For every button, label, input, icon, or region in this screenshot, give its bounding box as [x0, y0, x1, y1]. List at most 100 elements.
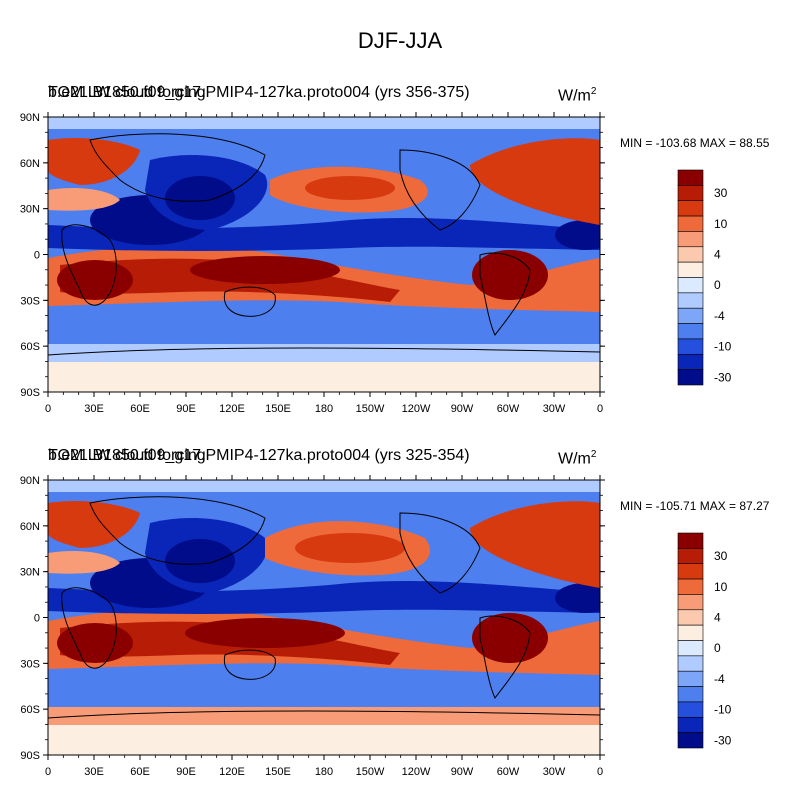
- southern-blue-band: [48, 681, 600, 707]
- colorbar-label: 10: [714, 580, 728, 594]
- colorbar-box: [677, 532, 704, 549]
- map-svg: 90N 60N 30N 0 30S 60S 90S 0 30E 60E 90E 120E 150E 180…: [20, 112, 732, 415]
- colorbar-label: 4: [714, 610, 721, 624]
- colorbar-label: 30: [714, 186, 728, 200]
- antarctic-pale-band: [48, 721, 600, 755]
- lat-label: 90S: [20, 750, 40, 762]
- colorbar-label: -4: [714, 309, 725, 323]
- sahara-light-red: [48, 188, 120, 211]
- colorbar-label: 0: [714, 278, 721, 292]
- panel-title-variable: TOM LW cloud forcing: [48, 447, 206, 464]
- colorbar-box: [677, 215, 704, 232]
- lon-label: 180: [315, 766, 333, 778]
- lat-label: 60N: [20, 521, 40, 533]
- coastlines: [48, 133, 600, 356]
- lon-label: 90E: [176, 403, 196, 415]
- lat-label: 30S: [20, 658, 40, 670]
- lat-label: 0: [34, 613, 40, 625]
- coast-africa: [61, 224, 117, 306]
- colorbar-label: 4: [714, 247, 721, 261]
- colorbar-box: [677, 548, 704, 565]
- colorbar-box: [677, 594, 704, 611]
- coast-antarctica: [48, 710, 600, 719]
- lon-label: 120E: [219, 403, 245, 415]
- colorbar-box: [677, 200, 704, 217]
- colorbar-box: [677, 716, 704, 733]
- colorbar-box: [677, 185, 704, 202]
- lon-label: 60W: [497, 766, 520, 778]
- lat-label: 30S: [20, 295, 40, 307]
- lon-label: 120W: [402, 766, 431, 778]
- atlantic-min: [555, 583, 600, 613]
- lon-label: 150W: [356, 766, 385, 778]
- colorbar-box: [677, 246, 704, 263]
- panel-title-case: b.e21.B1850.f09_g17.PMIP4-127ka.proto004…: [48, 447, 470, 464]
- lon-label: 0: [45, 403, 51, 415]
- coast-south-america: [479, 252, 531, 336]
- map-panel-bottom: TOM LW cloud forcing b.e21.B1850.f09_g17…: [0, 443, 800, 808]
- antarctic-pale-band: [48, 358, 600, 392]
- colorbar: 30 10 4 0 -4 -10 -30: [677, 532, 732, 749]
- lat-label: 0: [34, 250, 40, 262]
- colorbar-label: 0: [714, 641, 721, 655]
- colorbar-label: -4: [714, 672, 725, 686]
- maritime-continent-max: [190, 256, 340, 284]
- sahara-light-red: [48, 551, 120, 574]
- units-label: W/m2: [558, 449, 596, 468]
- southern-light-band: [48, 342, 600, 362]
- lon-label: 60E: [130, 403, 150, 415]
- units-superscript: 2: [590, 86, 597, 97]
- axis-labels: 90N 60N 30N 0 30S 60S 90S 0 30E 60E 90E 120E 150E 180…: [20, 112, 603, 415]
- colorbar-box: [677, 292, 704, 309]
- arctic-light-band: [48, 480, 600, 492]
- coast-antarctica: [48, 347, 600, 356]
- lon-label: 150W: [356, 403, 385, 415]
- axis-labels: 90N 60N 30N 0 30S 60S 90S 0 30E 60E 90E 120E 150E 180…: [20, 475, 603, 778]
- lon-label: 0: [45, 766, 51, 778]
- lon-label: 30W: [543, 766, 566, 778]
- lat-label: 30N: [20, 567, 40, 579]
- units-text: W/m: [558, 450, 591, 468]
- colorbar-box: [677, 655, 704, 672]
- africa-max: [57, 623, 133, 663]
- asia-min: [165, 176, 235, 220]
- colorbar-box: [677, 353, 704, 370]
- coast-australia: [223, 649, 276, 680]
- coast-eurasia: [89, 496, 266, 565]
- lon-label: 150E: [265, 766, 291, 778]
- lat-label: 30N: [20, 204, 40, 216]
- lon-label: 120W: [402, 403, 431, 415]
- lat-label: 60N: [20, 158, 40, 170]
- asia-min: [165, 539, 235, 583]
- colorbar-box: [677, 609, 704, 626]
- lon-label: 60W: [497, 403, 520, 415]
- colorbar-box: [677, 307, 704, 324]
- maritime-continent-max: [185, 618, 345, 648]
- equatorial-blue-band: [48, 581, 600, 614]
- min-max-label: MIN = -105.71 MAX = 87.27: [620, 499, 770, 513]
- colorbar-box: [677, 640, 704, 657]
- lat-label: 90N: [20, 112, 40, 124]
- colorbar-box: [677, 578, 704, 595]
- amazon-max: [472, 613, 548, 663]
- colorbar-label: -10: [714, 703, 732, 717]
- axis-ticks: [43, 475, 605, 760]
- coast-north-america: [399, 149, 481, 231]
- coast-australia: [223, 286, 276, 317]
- colorbar-box: [677, 670, 704, 687]
- colorbar: 30 10 4 0 -4 -10 -30: [677, 169, 732, 386]
- southern-light-red-band: [48, 705, 600, 725]
- lon-label: 30E: [84, 403, 104, 415]
- colorbar-label: -30: [714, 733, 732, 747]
- units-label: W/m2: [558, 86, 596, 105]
- coast-south-america: [479, 615, 531, 699]
- lon-label: 30E: [84, 766, 104, 778]
- lat-label: 60S: [20, 341, 40, 353]
- units-text: W/m: [558, 87, 591, 105]
- lat-label: 90S: [20, 387, 40, 399]
- southern-blue-band: [48, 318, 600, 344]
- colorbar-label: 10: [714, 217, 728, 231]
- lon-label: 90E: [176, 766, 196, 778]
- north-atlantic-red: [470, 138, 600, 225]
- lon-label: 120E: [219, 766, 245, 778]
